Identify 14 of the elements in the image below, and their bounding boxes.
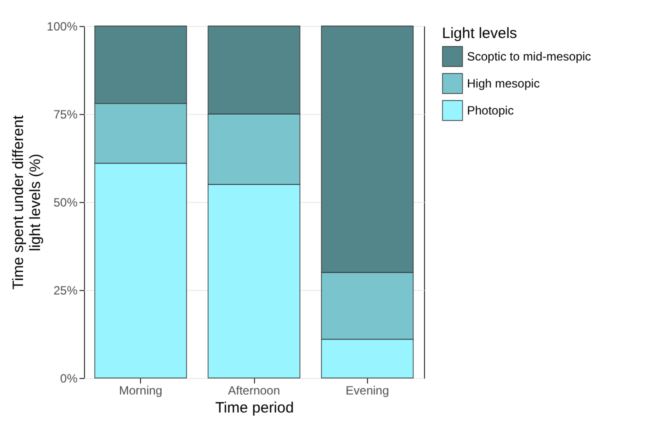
y-tick-label: 75% [53, 108, 78, 122]
y-tick-label: 0% [60, 372, 78, 386]
y-tick-label: 100% [46, 20, 78, 34]
x-tick-label: Morning [118, 384, 162, 398]
legend-label: High mesopic [467, 76, 540, 90]
y-tick-label: 50% [53, 196, 78, 210]
x-axis-title: Time period [215, 400, 294, 416]
x-tick-label: Afternoon [228, 384, 280, 398]
y-axis-title: Time spent under different light levels (%) [10, 114, 44, 290]
x-tick-label: Evening [346, 384, 390, 398]
legend-label: Scoptic to mid-mesopic [467, 50, 592, 64]
legend-label: Photopic [467, 104, 514, 118]
y-tick-label: 25% [53, 284, 78, 298]
legend-title: Light levels [442, 25, 518, 42]
